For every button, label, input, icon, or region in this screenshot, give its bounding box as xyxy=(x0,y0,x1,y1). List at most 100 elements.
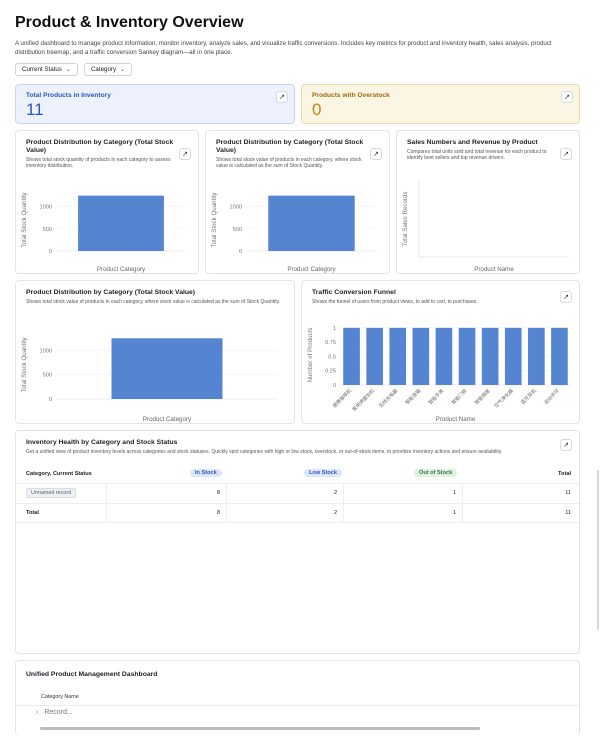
x-axis-label: Product Category xyxy=(97,266,146,273)
card-description: Shows total stock value of products in e… xyxy=(26,299,281,305)
kpi-label: Total Products in Inventory xyxy=(26,92,111,99)
bar xyxy=(268,195,355,251)
card-description: Compares total units sold and total reve… xyxy=(407,149,547,161)
expand-arrow-icon[interactable]: ↗ xyxy=(370,148,382,160)
expand-arrow-icon[interactable]: ↗ xyxy=(560,148,572,160)
bar xyxy=(551,327,568,385)
x-tick-label: 无线充电器 xyxy=(377,387,399,409)
y-tick-label: 0 xyxy=(49,397,52,403)
y-tick-label: 500 xyxy=(43,227,52,233)
x-axis-label: Product Category xyxy=(287,266,336,273)
x-tick-label: 智能门锁 xyxy=(450,387,469,406)
y-tick-label: 0.25 xyxy=(325,369,336,375)
y-tick-label: 500 xyxy=(43,373,52,379)
card-description: Shows the funnel of users from product v… xyxy=(312,299,478,305)
chevron-right-icon: › xyxy=(36,709,39,716)
y-tick-label: 0.5 xyxy=(328,354,336,360)
header-out-of-stock[interactable]: Out of Stock xyxy=(414,469,458,477)
filter-label: Current Status xyxy=(22,66,62,73)
page-subtitle: A unified dashboard to manage product in… xyxy=(15,40,552,56)
x-tick-label: 空气净化器 xyxy=(493,387,515,409)
bar xyxy=(504,327,522,385)
page-title: Product & Inventory Overview xyxy=(15,14,244,31)
card-description: Shows total stock quantity of products i… xyxy=(26,157,171,169)
bar xyxy=(343,327,360,385)
card-title: Sales Numbers and Revenue by Product xyxy=(407,139,538,146)
card-title: Product Distribution by Category (Total … xyxy=(216,139,364,154)
filter-category[interactable]: Category ⌄ xyxy=(83,63,133,76)
cell-in-stock: 8 xyxy=(217,510,221,516)
chart-distribution-2: Total Stock Quantity Product Category 0 500… xyxy=(211,192,377,273)
expand-arrow-icon[interactable]: ↗ xyxy=(179,148,191,160)
y-axis-label: Number of Products xyxy=(307,327,314,382)
y-tick-label: 1000 xyxy=(40,205,52,211)
y-tick-label: 1000 xyxy=(230,205,242,211)
filter-label: Category xyxy=(90,66,117,73)
card-description: Get a unified view of product inventory … xyxy=(26,449,503,455)
expand-arrow-icon[interactable]: ↗ xyxy=(560,291,572,303)
bar xyxy=(389,327,407,385)
bar xyxy=(412,327,430,385)
cell-out-of-stock: 1 xyxy=(453,490,457,496)
chart-distribution-1: Total Stock Quantity Product Category 0 500… xyxy=(21,192,186,273)
x-tick-label: 便携咖啡机 xyxy=(331,387,353,409)
card-sales: Sales Numbers and Revenue by Product Com… xyxy=(396,130,580,274)
bar xyxy=(528,327,545,385)
card-description: Shows total stock value of products in e… xyxy=(216,157,362,169)
vertical-scrollbar[interactable] xyxy=(597,470,599,630)
card-funnel: Traffic Conversion Funnel Shows the funn… xyxy=(301,280,580,424)
y-axis-label: Total Sales Records xyxy=(402,191,409,246)
header-low-stock[interactable]: Low Stock xyxy=(304,469,342,477)
cell-low-stock: 2 xyxy=(334,510,338,516)
table-row-total: Total 8 2 1 11 xyxy=(16,503,579,523)
bar xyxy=(78,195,164,251)
expand-arrow-icon[interactable]: ↗ xyxy=(560,439,572,451)
expand-arrow-icon[interactable]: ↗ xyxy=(561,91,573,103)
row-category-tag[interactable]: Unnamed record xyxy=(26,488,77,498)
chart-funnel: Number of Products Product Name 0 0.25 0.5 0.… xyxy=(307,326,571,423)
x-axis-label: Product Category xyxy=(143,416,192,423)
card-title: Product Distribution by Category (Total … xyxy=(26,139,174,154)
table-row[interactable]: Unnamed record 8 2 1 11 xyxy=(16,483,579,503)
filter-bar: Current Status ⌄ Category ⌄ xyxy=(15,63,133,76)
cell-total: 11 xyxy=(565,510,571,516)
table-header: Category, Current Status In Stock Low St… xyxy=(16,467,579,483)
cell-low-stock: 2 xyxy=(334,490,338,496)
cell-total: 11 xyxy=(565,490,571,496)
card-inventory-health: Inventory Health by Category and Stock S… xyxy=(15,430,580,654)
bar xyxy=(111,338,223,399)
bar xyxy=(435,327,453,385)
kpi-value: 11 xyxy=(26,100,44,119)
kpi-label: Products with Overstock xyxy=(312,92,390,99)
bar xyxy=(458,327,476,385)
x-axis-label: Product Name xyxy=(474,266,514,273)
kpi-total-products: Total Products in Inventory 11 ↗ xyxy=(15,84,295,124)
card-distribution-2: Product Distribution by Category (Total … xyxy=(205,130,390,274)
chevron-down-icon: ⌄ xyxy=(65,67,71,73)
y-tick-label: 0 xyxy=(239,249,242,255)
horizontal-scrollbar[interactable] xyxy=(40,727,480,730)
cell-out-of-stock: 1 xyxy=(453,510,457,516)
filter-current-status[interactable]: Current Status ⌄ xyxy=(15,63,78,76)
column-category-name[interactable]: Category Name xyxy=(41,694,79,700)
card-distribution-1: Product Distribution by Category (Total … xyxy=(15,130,199,274)
header-category-status[interactable]: Category, Current Status xyxy=(26,471,92,477)
x-tick-label: 运动手环 xyxy=(542,387,561,406)
card-title: Traffic Conversion Funnel xyxy=(312,289,396,296)
card-title: Inventory Health by Category and Stock S… xyxy=(26,439,178,446)
kpi-overstock: Products with Overstock 0 ↗ xyxy=(301,84,580,124)
expand-arrow-icon[interactable]: ↗ xyxy=(276,91,288,103)
header-total[interactable]: Total xyxy=(558,471,571,477)
record-placeholder: Record... xyxy=(44,709,73,716)
card-title: Product Distribution by Category (Total … xyxy=(26,289,196,296)
y-tick-label: 1 xyxy=(333,326,336,332)
x-tick-label: 智能插座 xyxy=(473,387,492,406)
x-tick-label: 智能手表 xyxy=(427,387,446,406)
y-axis-label: Total Stock Quantity xyxy=(21,337,28,393)
y-tick-label: 1000 xyxy=(40,348,52,354)
card-title: Unified Product Management Dashboard xyxy=(26,671,158,678)
record-search-row[interactable]: › Record... xyxy=(36,709,73,716)
header-in-stock[interactable]: In Stock xyxy=(190,469,222,477)
chart-distribution-3: Total Stock Quantity Product Category 0 500… xyxy=(21,337,278,423)
y-axis-label: Total Stock Quantity xyxy=(211,192,218,248)
